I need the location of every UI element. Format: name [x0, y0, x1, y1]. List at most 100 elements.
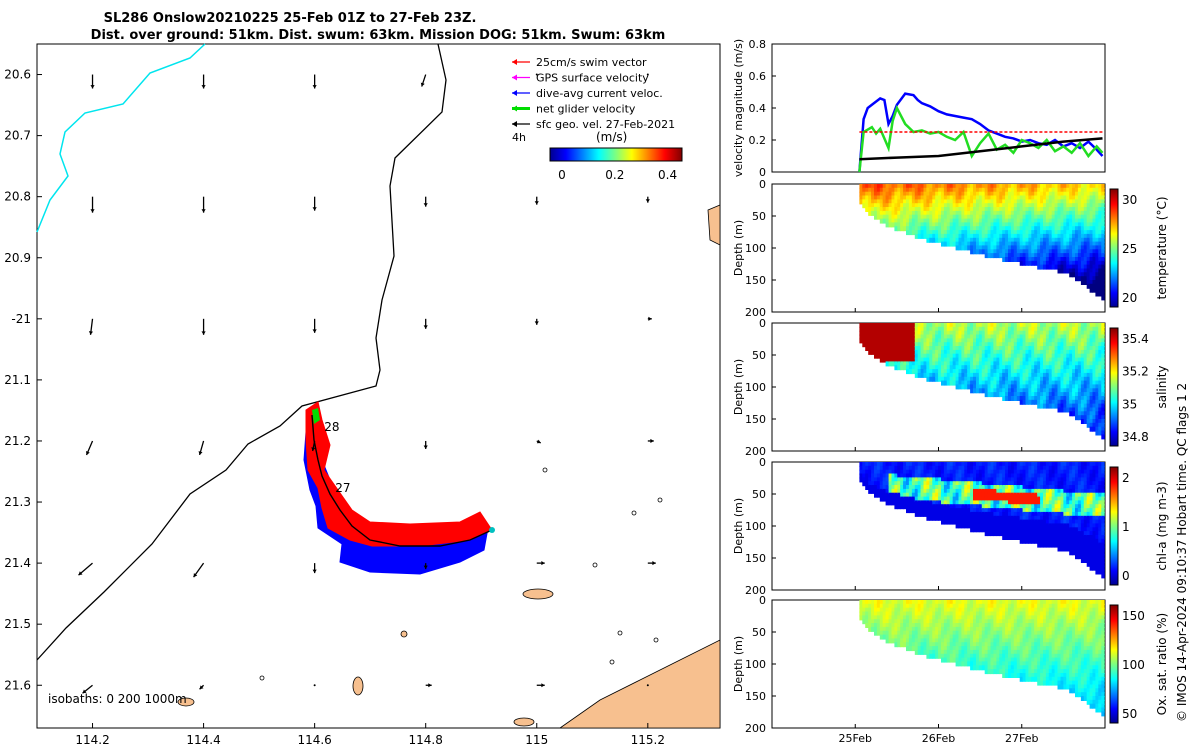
section-cell: [985, 531, 988, 536]
section-cell: [941, 520, 944, 525]
section-cell: [1005, 396, 1008, 401]
section-cell: [979, 388, 982, 393]
section-cell: [999, 531, 1002, 536]
map-y-tick-label: 20.7: [4, 129, 31, 143]
section-colorbar-tick-label: 34.8: [1122, 430, 1149, 444]
section-cell: [956, 245, 959, 250]
section-cell: [947, 520, 950, 525]
section-cell: [862, 481, 865, 486]
section-cell: [1101, 434, 1104, 439]
map-x-tick-label: 114.8: [409, 733, 443, 747]
section-cell: [1058, 547, 1061, 552]
section-ylabel: Depth (m): [732, 220, 745, 276]
section-cell: [1043, 543, 1046, 548]
section-cell: [976, 527, 979, 532]
section-cell: [1028, 400, 1031, 405]
section-cell: [877, 215, 880, 220]
legend-note: 4h: [512, 131, 526, 144]
section-cell: [961, 384, 964, 389]
section-cell: [970, 527, 973, 532]
map-title-line1: SL286 Onslow20210225 25-Feb 01Z to 27-Fe…: [104, 11, 477, 26]
section-cell: [970, 388, 973, 393]
section-cell: [877, 493, 880, 498]
section-cell: [1093, 427, 1096, 432]
section-cell: [1063, 408, 1066, 413]
section-cell: [1093, 288, 1096, 293]
section-cell: [1069, 272, 1072, 277]
section-cell: [982, 388, 985, 393]
section-y-tick-label: 50: [752, 349, 766, 362]
speed-colorbar-tick-label: 0.2: [605, 168, 624, 182]
section-cell: [909, 508, 912, 513]
section-cell: [1023, 539, 1026, 544]
section-colorbar-tick-label: 2: [1122, 471, 1130, 485]
section-cell: [892, 638, 895, 643]
section-cell: [1005, 257, 1008, 262]
section-cell: [1090, 566, 1093, 571]
section-cell: [1098, 570, 1101, 575]
section-cell: [1043, 265, 1046, 270]
section-cell: [924, 512, 927, 517]
section-cell: [950, 381, 953, 386]
map-x-tick-label: 114.2: [75, 733, 109, 747]
section-y-tick-label: 0: [759, 456, 766, 469]
section-cell: [938, 238, 941, 243]
section-cell: [1037, 404, 1040, 409]
section-cell: [982, 527, 985, 532]
section-y-tick-label: 50: [752, 488, 766, 501]
section-cell: [912, 646, 915, 651]
section-cell: [1055, 543, 1058, 548]
section-cell: [886, 500, 889, 505]
section-cell: [1075, 276, 1078, 281]
section-cell: [959, 245, 962, 250]
section-cell: [903, 504, 906, 509]
section-cell: [1090, 427, 1093, 432]
section-cell: [973, 249, 976, 254]
section-colorbar: [1110, 189, 1118, 307]
section-cell: [871, 489, 874, 494]
section-cell: [880, 358, 883, 363]
section-cell: [897, 226, 900, 231]
section-cell: [1017, 396, 1020, 401]
section-cell: [889, 222, 892, 227]
map-y-tick-label: 21.3: [4, 495, 31, 509]
section-cell: [1026, 261, 1029, 266]
section-cell: [912, 369, 915, 374]
section-ylabel: Depth (m): [732, 359, 745, 415]
section-cell: [894, 365, 897, 370]
section-y-tick-label: 0: [759, 317, 766, 330]
section-cell: [988, 253, 991, 258]
section-cell: [961, 245, 964, 250]
geo-velocity-dot: [314, 684, 316, 686]
section-cell: [894, 642, 897, 647]
section-cell: [944, 242, 947, 247]
section-cell: [1061, 408, 1064, 413]
section-cell: [1101, 295, 1104, 300]
section-cell: [1049, 265, 1052, 270]
section-cell: [889, 500, 892, 505]
section-cell: [988, 531, 991, 536]
section-cell: [859, 615, 862, 620]
section-cell: [886, 361, 889, 366]
isobaths-label: isobaths: 0 200 1000m: [48, 692, 187, 706]
section-cell: [1072, 550, 1075, 555]
section-cell: [874, 354, 877, 359]
section-cell: [871, 627, 874, 632]
section-cell: [915, 650, 918, 655]
section-cell: [1020, 539, 1023, 544]
section-cell: [1087, 284, 1090, 289]
map-y-tick-label: 20.6: [4, 68, 31, 82]
section-cell: [996, 531, 999, 536]
section-cell: [1034, 400, 1037, 405]
section-cell: [964, 245, 967, 250]
section-cell: [903, 226, 906, 231]
section-cell: [1087, 423, 1090, 428]
section-colorbar-tick-label: 35.4: [1122, 332, 1149, 346]
section-cell: [877, 631, 880, 636]
section-cell: [1031, 261, 1034, 266]
section-colorbar-tick-label: 35: [1122, 397, 1137, 411]
section-cell: [1066, 547, 1069, 552]
map-y-tick-label: 21.6: [4, 678, 31, 692]
velocity-frame: [772, 44, 1105, 172]
